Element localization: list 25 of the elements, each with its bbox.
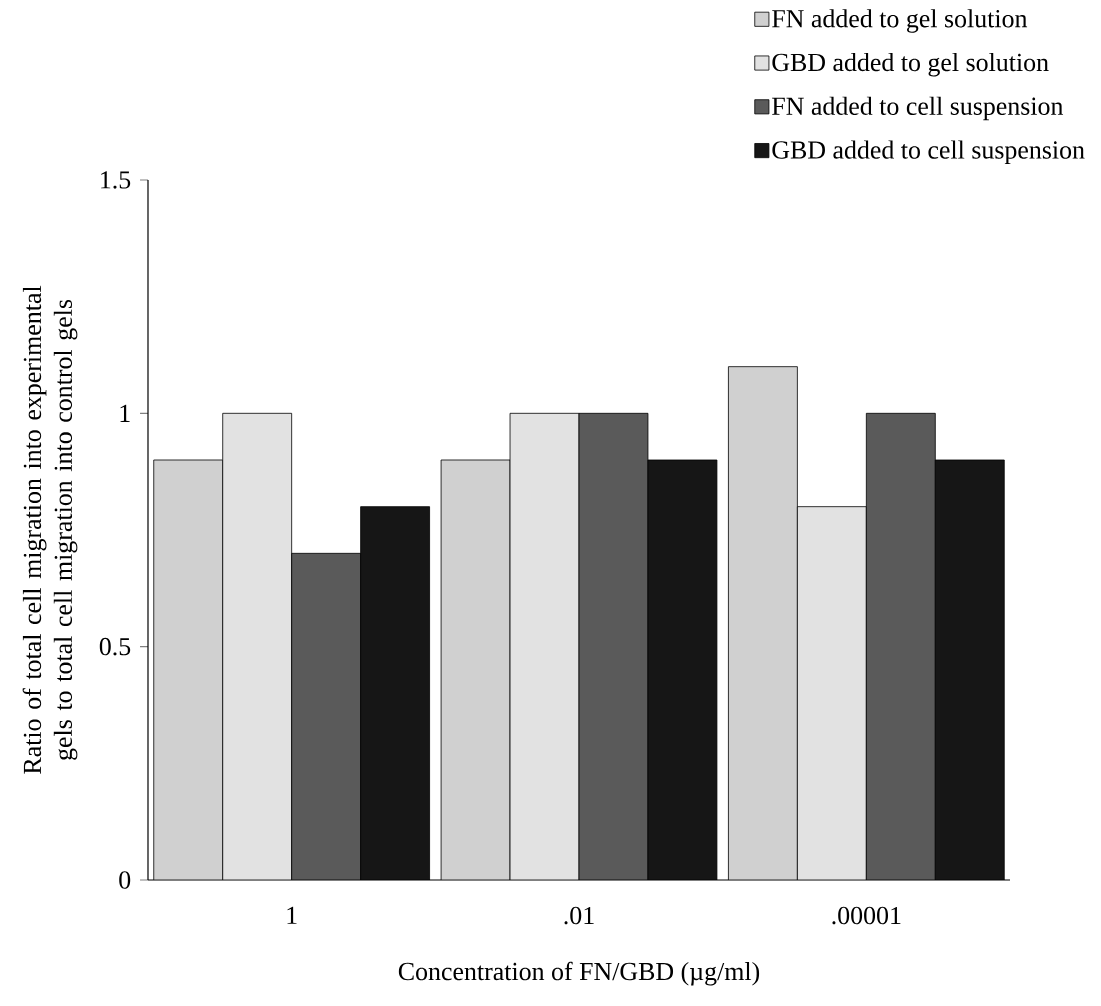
bar bbox=[647, 460, 717, 880]
bar bbox=[579, 413, 648, 880]
legend-label: FN added to cell suspension bbox=[772, 96, 1064, 121]
y-tick-label: 0.5 bbox=[99, 637, 131, 656]
legend-label: GBD added to cell suspension bbox=[772, 140, 1085, 164]
x-tick-label: 1 bbox=[287, 906, 297, 924]
bar bbox=[360, 506, 430, 880]
bar bbox=[291, 553, 361, 880]
x-axis-title: Concentration of FN/GBD (µg/ml) bbox=[398, 961, 760, 986]
bar bbox=[728, 366, 798, 880]
bar bbox=[865, 412, 936, 880]
bar bbox=[796, 506, 867, 880]
x-tick-label: .00001 bbox=[832, 906, 901, 925]
legend-label: FN added to gel solution bbox=[772, 9, 1028, 33]
bar bbox=[934, 459, 1005, 880]
y-tick-label: 0 bbox=[119, 871, 131, 889]
bar bbox=[510, 413, 579, 880]
bar bbox=[153, 460, 223, 880]
bar bbox=[441, 460, 511, 880]
y-axis-title: Ratio of total cell migration into experimental gels to total cell migration into control gels bbox=[22, 285, 78, 774]
bar bbox=[222, 413, 292, 880]
y-tick-label: 1 bbox=[120, 404, 130, 422]
legend-label: GBD added to gel solution bbox=[772, 52, 1049, 77]
x-tick-label: .01 bbox=[564, 906, 594, 925]
y-tick-label: 1.5 bbox=[101, 171, 131, 189]
